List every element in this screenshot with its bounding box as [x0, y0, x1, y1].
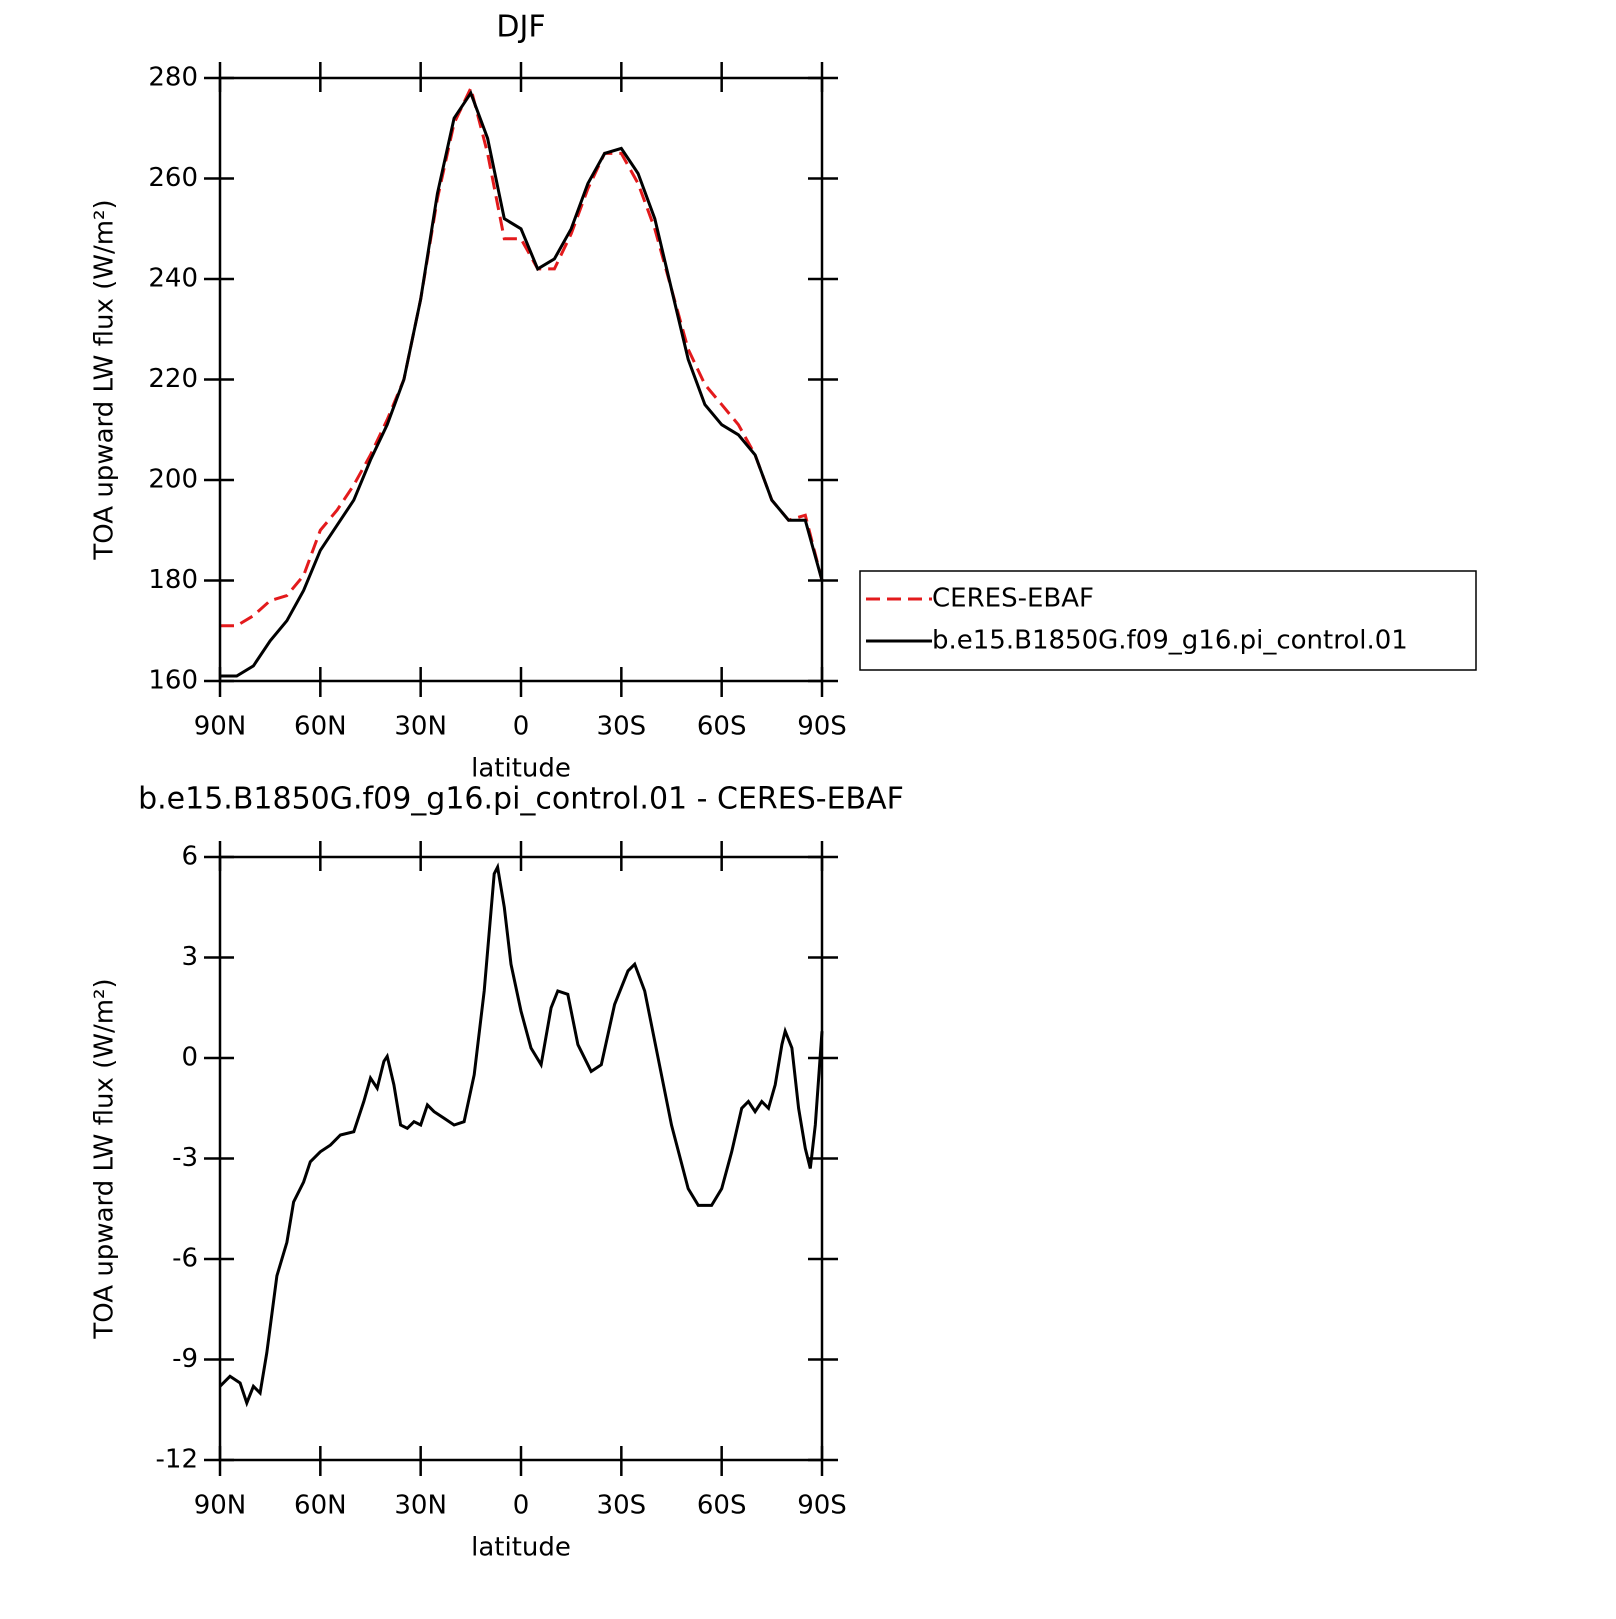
y-tick-label: 6 [181, 842, 198, 872]
y-tick-label: -6 [172, 1244, 198, 1274]
plot-frame [218, 76, 824, 683]
legend-label: CERES-EBAF [932, 584, 1094, 614]
chart-title: DJF [496, 10, 545, 45]
x-axis-label: latitude [471, 1533, 571, 1563]
y-tick-label: 220 [148, 364, 198, 394]
x-tick-label: 60S [697, 712, 747, 742]
y-tick-label: -12 [156, 1445, 198, 1475]
y-tick-label: 3 [181, 942, 198, 972]
legend-box [859, 570, 1477, 671]
y-tick-label: -9 [172, 1344, 198, 1374]
x-tick-label: 30N [394, 1491, 447, 1521]
x-tick-label: 30S [597, 712, 647, 742]
y-tick-label: 180 [148, 565, 198, 595]
x-tick-label: 90N [194, 1491, 247, 1521]
legend-label: b.e15.B1850G.f09_g16.pi_control.01 [932, 626, 1408, 656]
data-line [220, 89, 824, 678]
x-tick-label: 60N [294, 712, 347, 742]
y-tick-label: 240 [148, 264, 198, 294]
y-tick-label: 0 [181, 1043, 198, 1073]
x-tick-label: 0 [513, 712, 530, 742]
x-tick-label: 30S [597, 1491, 647, 1521]
data-line [220, 83, 824, 628]
y-tick-label: -3 [172, 1143, 198, 1173]
y-axis-label: TOA upward LW flux (W/m²) [90, 978, 120, 1339]
y-tick-label: 260 [148, 163, 198, 193]
y-tick-label: 200 [148, 465, 198, 495]
x-tick-label: 0 [513, 1491, 530, 1521]
y-tick-label: 160 [148, 666, 198, 696]
y-tick-label: 280 [148, 63, 198, 93]
x-tick-label: 90S [797, 712, 847, 742]
x-axis-label: latitude [471, 754, 571, 784]
x-tick-label: 60N [294, 1491, 347, 1521]
x-tick-label: 90S [797, 1491, 847, 1521]
x-tick-label: 30N [394, 712, 447, 742]
y-axis-label: TOA upward LW flux (W/m²) [90, 199, 120, 560]
x-tick-label: 90N [194, 712, 247, 742]
x-tick-label: 60S [697, 1491, 747, 1521]
data-line [218, 862, 824, 1408]
chart-title: b.e15.B1850G.f09_g16.pi_control.01 - CER… [138, 782, 904, 817]
plot-frame [218, 855, 824, 1462]
